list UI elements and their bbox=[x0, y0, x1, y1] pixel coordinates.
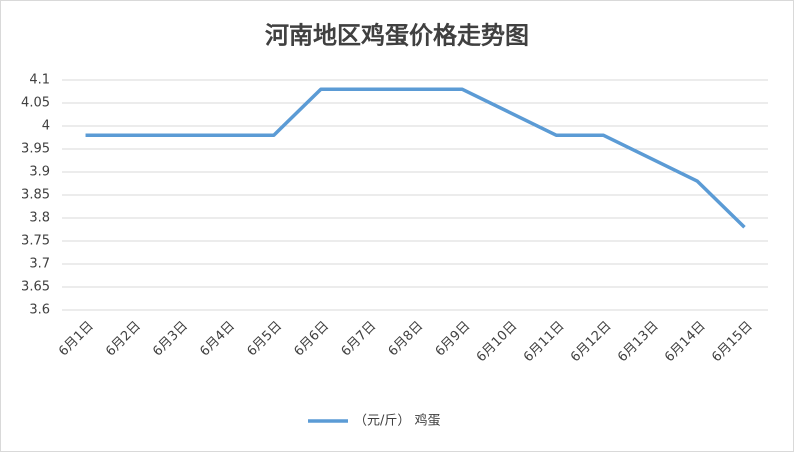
y-tick-label: 4.1 bbox=[29, 73, 50, 88]
y-tick-label: 4.05 bbox=[21, 96, 50, 111]
chart-title: 河南地区鸡蛋价格走势图 bbox=[265, 21, 529, 50]
y-tick-label: 3.85 bbox=[21, 188, 50, 203]
legend-label: （元/斤） 鸡蛋 bbox=[354, 413, 441, 429]
y-tick-label: 3.8 bbox=[29, 211, 50, 226]
y-tick-label: 3.7 bbox=[29, 257, 50, 272]
y-tick-label: 4 bbox=[42, 119, 50, 134]
y-tick-label: 3.75 bbox=[21, 234, 50, 249]
y-tick-label: 3.9 bbox=[29, 165, 50, 180]
y-tick-label: 3.95 bbox=[21, 142, 50, 157]
y-tick-label: 3.6 bbox=[29, 303, 50, 318]
y-tick-label: 3.65 bbox=[21, 280, 50, 295]
data-line bbox=[85, 87, 746, 229]
